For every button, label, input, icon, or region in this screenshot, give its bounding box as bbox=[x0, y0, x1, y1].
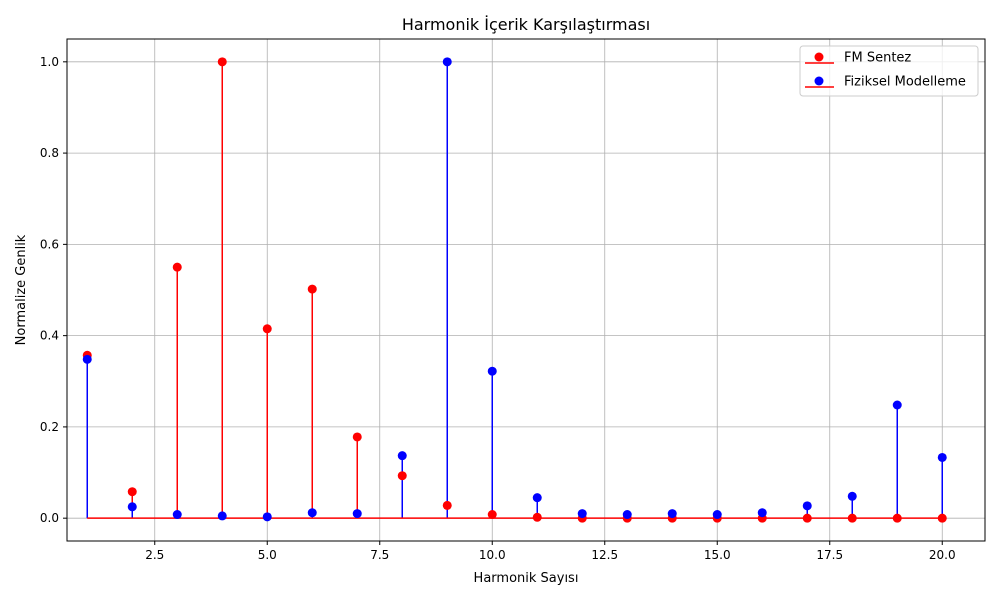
fiziksel-modelleme-marker bbox=[172, 510, 182, 520]
x-axis-title: Harmonik Sayısı bbox=[474, 571, 579, 586]
fm-sentez-marker bbox=[442, 500, 452, 510]
fm-sentez-marker bbox=[847, 513, 857, 523]
legend-label: Fiziksel Modelleme bbox=[844, 75, 966, 90]
legend: FM Sentez Fiziksel Modelleme bbox=[799, 45, 979, 97]
fiziksel-modelleme-marker bbox=[937, 452, 947, 462]
y-tick-label: 1.0 bbox=[40, 55, 59, 69]
y-tick-label: 0.8 bbox=[40, 146, 59, 160]
y-axis-ticks: 0.0 0.2 0.4 0.6 0.8 1.0 bbox=[40, 55, 67, 525]
plot-area-frame bbox=[66, 38, 986, 542]
legend-marker-swatch bbox=[814, 52, 824, 62]
fiziksel-modelleme-marker bbox=[352, 509, 362, 519]
fm-sentez-marker bbox=[352, 432, 362, 442]
fiziksel-modelleme-marker bbox=[892, 400, 902, 410]
fiziksel-modelleme-marker bbox=[442, 57, 452, 67]
x-tick-label: 2.5 bbox=[145, 548, 164, 562]
x-tick-label: 20.0 bbox=[929, 548, 956, 562]
fiziksel-modelleme-marker bbox=[712, 510, 722, 520]
fm-sentez-marker bbox=[307, 284, 317, 294]
y-tick-label: 0.4 bbox=[40, 329, 59, 343]
fiziksel-modelleme-marker bbox=[397, 451, 407, 461]
fm-sentez-marker bbox=[217, 57, 227, 67]
legend-entry-fm-sentez: FM Sentez bbox=[805, 51, 911, 66]
stem-markers bbox=[82, 57, 947, 523]
fiziksel-modelleme-marker bbox=[847, 491, 857, 501]
fm-sentez-marker bbox=[172, 262, 182, 272]
x-tick-label: 7.5 bbox=[370, 548, 389, 562]
x-tick-label: 17.5 bbox=[816, 548, 843, 562]
x-tick-label: 12.5 bbox=[591, 548, 618, 562]
fiziksel-modelleme-marker bbox=[667, 509, 677, 519]
legend-label: FM Sentez bbox=[844, 51, 911, 66]
fiziksel-modelleme-marker bbox=[622, 510, 632, 520]
fm-sentez-marker bbox=[127, 487, 137, 497]
fiziksel-modelleme-marker bbox=[802, 501, 812, 511]
fiziksel-modelleme-marker bbox=[532, 493, 542, 503]
x-tick-label: 5.0 bbox=[258, 548, 277, 562]
fiziksel-modelleme-marker bbox=[307, 508, 317, 518]
fiziksel-modelleme-marker bbox=[577, 509, 587, 519]
x-tick-label: 15.0 bbox=[704, 548, 731, 562]
y-tick-label: 0.6 bbox=[40, 237, 59, 251]
fiziksel-modelleme-marker bbox=[262, 512, 272, 522]
x-tick-label: 10.0 bbox=[479, 548, 506, 562]
fm-sentez-marker bbox=[532, 512, 542, 522]
fm-sentez-marker bbox=[397, 471, 407, 481]
fm-sentez-marker bbox=[802, 513, 812, 523]
y-axis-title: Normalize Genlik bbox=[14, 234, 29, 345]
y-tick-label: 0.0 bbox=[40, 511, 59, 525]
fiziksel-modelleme-marker bbox=[127, 502, 137, 512]
fiziksel-modelleme-marker bbox=[757, 508, 767, 518]
x-axis-ticks: 2.5 5.0 7.5 10.0 12.5 15.0 17.5 20.0 bbox=[145, 541, 956, 562]
fm-sentez-marker bbox=[262, 324, 272, 334]
legend-box bbox=[799, 45, 979, 97]
fm-sentez-marker bbox=[937, 513, 947, 523]
legend-marker-swatch bbox=[814, 76, 824, 86]
fiziksel-modelleme-marker bbox=[217, 511, 227, 521]
y-tick-label: 0.2 bbox=[40, 420, 59, 434]
fm-sentez-marker bbox=[487, 510, 497, 520]
fiziksel-modelleme-marker bbox=[487, 366, 497, 376]
fm-sentez-marker bbox=[892, 513, 902, 523]
legend-entry-fiziksel-modelleme: Fiziksel Modelleme bbox=[805, 75, 966, 90]
chart-title: Harmonik İçerik Karşılaştırması bbox=[402, 15, 650, 34]
fiziksel-modelleme-marker bbox=[82, 354, 92, 364]
